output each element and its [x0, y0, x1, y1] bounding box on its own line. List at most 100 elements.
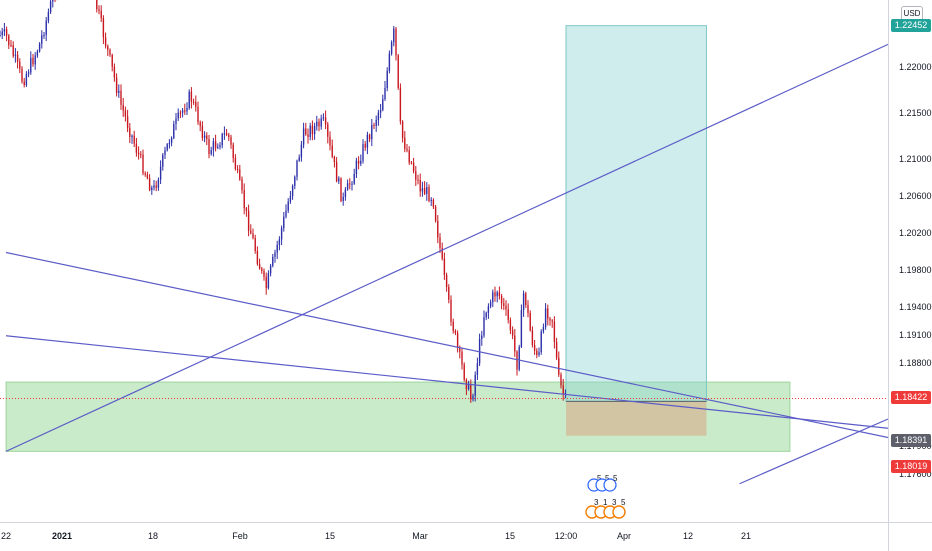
candle	[329, 136, 331, 146]
candle	[525, 293, 527, 305]
candle	[307, 134, 309, 137]
candle	[388, 53, 391, 71]
price-axis[interactable]: USD 1.22000 1.21500 1.21000 1.20600 1.20200 1…	[888, 0, 932, 522]
time-tick-label: 12:00	[554, 531, 578, 541]
candle	[384, 87, 386, 100]
time-tick-label: 12	[682, 531, 694, 541]
candle	[558, 357, 560, 375]
event-marker-label: 5	[613, 474, 618, 483]
event-marker-circle	[603, 478, 617, 492]
candle	[267, 273, 270, 289]
candle	[419, 179, 421, 192]
candle	[342, 196, 344, 202]
candle	[331, 145, 333, 157]
candle	[197, 106, 199, 123]
candle	[245, 208, 248, 211]
trendline	[5, 43, 888, 452]
candle	[272, 256, 274, 266]
candle	[470, 384, 472, 400]
candle	[461, 351, 463, 365]
candle	[254, 238, 256, 251]
candle	[500, 296, 503, 304]
candle	[351, 183, 353, 185]
price-tick-label: 1.17600	[899, 468, 932, 479]
price-tick-label: 1.19800	[899, 265, 932, 275]
event-marker-label: 5	[605, 474, 610, 483]
candle	[16, 54, 19, 62]
candle	[41, 35, 43, 44]
candle	[417, 179, 419, 181]
candle	[459, 347, 461, 352]
candle	[289, 196, 292, 202]
candle	[507, 309, 509, 320]
candle	[536, 350, 538, 356]
candle	[333, 156, 336, 163]
candle	[188, 91, 190, 109]
candle	[335, 162, 338, 182]
candle	[496, 292, 498, 297]
candle	[19, 61, 21, 69]
candle	[441, 247, 443, 259]
candle	[137, 152, 140, 155]
candle	[126, 116, 129, 128]
candle	[291, 185, 294, 197]
candle	[184, 110, 186, 112]
time-tick-label: Mar	[412, 531, 428, 541]
candle	[111, 54, 113, 67]
candle	[478, 339, 481, 364]
candle	[10, 45, 12, 47]
candle	[109, 49, 111, 55]
candle	[43, 35, 45, 37]
price-tick-label: 1.20600	[899, 191, 932, 201]
candle	[492, 292, 494, 303]
candle	[423, 188, 426, 194]
candle	[531, 330, 534, 346]
candle	[518, 346, 520, 370]
candle	[38, 43, 41, 52]
candle	[285, 210, 287, 217]
candle	[8, 35, 10, 46]
candle	[298, 157, 300, 161]
candle	[133, 135, 135, 144]
candle	[1, 31, 3, 35]
candle	[23, 81, 25, 86]
candle	[203, 135, 206, 138]
candle	[560, 374, 562, 386]
candle	[520, 310, 523, 347]
candle	[217, 147, 219, 149]
time-axis[interactable]: 22 2021 18 Feb 15 Mar 15 12:00 Apr 12 21	[0, 522, 888, 551]
candle	[320, 118, 322, 127]
time-tick-label: Apr	[616, 531, 632, 541]
event-marker: 5	[603, 474, 618, 492]
candle	[373, 124, 375, 126]
candle	[173, 124, 175, 138]
candle	[265, 276, 267, 289]
event-marker-label: 3	[612, 498, 617, 507]
candle	[155, 185, 157, 188]
candle	[212, 141, 215, 151]
candle	[366, 134, 369, 148]
candle	[115, 77, 118, 93]
candle	[140, 154, 142, 156]
candle	[309, 125, 311, 137]
candle	[355, 160, 358, 175]
candle	[349, 183, 351, 185]
candle	[399, 87, 402, 122]
candle	[395, 28, 397, 56]
candle	[397, 55, 399, 88]
candle	[261, 268, 263, 271]
candle	[360, 160, 362, 164]
candle	[181, 110, 184, 113]
target-zone	[565, 25, 707, 402]
candle	[21, 68, 23, 82]
candle	[443, 258, 446, 275]
candle	[107, 45, 109, 50]
candle	[221, 133, 223, 146]
candle	[542, 327, 545, 332]
candle	[406, 148, 408, 151]
price-chart[interactable]: 5 5 53 1 3 5	[0, 0, 888, 522]
candle	[144, 173, 146, 175]
candle	[324, 117, 327, 125]
